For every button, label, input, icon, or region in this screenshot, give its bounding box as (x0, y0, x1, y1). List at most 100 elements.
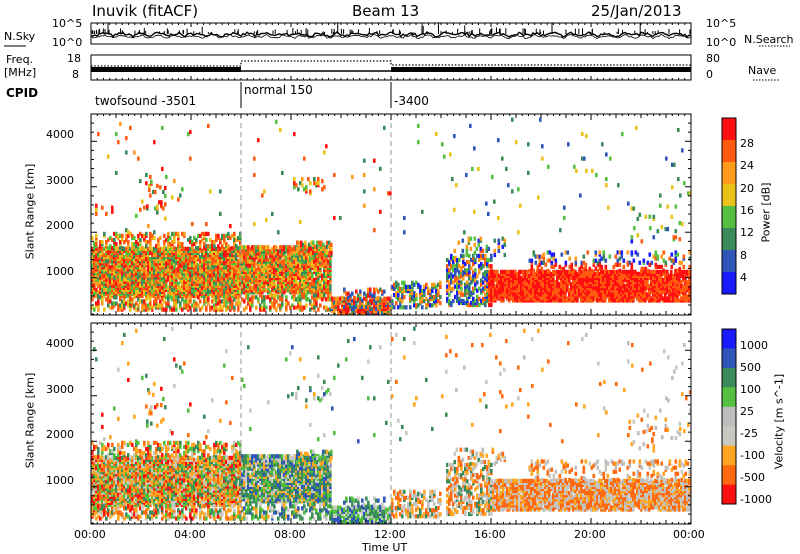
heat-cell (435, 299, 438, 304)
heat-cell (468, 282, 471, 287)
heat-cell (468, 260, 471, 265)
heat-cell (411, 290, 414, 296)
heat-cell (486, 257, 489, 263)
heat-cell (502, 296, 505, 301)
heat-cell (109, 244, 112, 249)
heat-cell (299, 269, 302, 274)
heat-cell (482, 253, 485, 258)
heat-cell (353, 306, 356, 311)
heat-cell (397, 282, 400, 287)
heat-cell (203, 263, 206, 268)
heat-cell (269, 297, 272, 302)
heat-cell (464, 300, 467, 306)
heat-cell (564, 284, 567, 289)
heat-cell (544, 280, 547, 285)
heat-cell (307, 271, 310, 276)
heat-cell (95, 265, 98, 270)
heat-cell (308, 242, 311, 247)
heat-cell (538, 288, 541, 293)
heat-cell (243, 307, 246, 312)
heat-cell (324, 252, 327, 258)
heat-cell (125, 301, 128, 306)
heat-cell (159, 252, 162, 258)
heat-cell (490, 302, 493, 308)
heat-cell (345, 302, 348, 307)
heat-cell (121, 237, 124, 243)
heat-cell (153, 271, 156, 276)
heat-cell (476, 280, 479, 285)
heat-cell (113, 275, 116, 280)
heat-cell (135, 240, 138, 245)
heat-cell (235, 257, 238, 262)
heat-cell (608, 290, 611, 295)
heat-cell (379, 308, 382, 314)
heat-cell (261, 257, 264, 262)
heat-cell (149, 242, 152, 247)
heat-cell (203, 242, 206, 247)
heat-cell (177, 281, 180, 286)
heat-cell (460, 253, 463, 258)
heat-cell (141, 303, 144, 308)
heat-cell (383, 306, 386, 311)
heat-cell (326, 250, 329, 256)
heat-cell (437, 292, 440, 298)
heat-cell (205, 305, 208, 310)
heat-cell (522, 294, 525, 299)
heat-cell (201, 231, 204, 236)
heat-cell (249, 263, 252, 268)
heat-cell (510, 269, 513, 274)
heat-cell (494, 284, 497, 289)
heat-cell (147, 303, 150, 308)
heat-cell (327, 280, 330, 285)
heat-cell (201, 237, 204, 243)
heat-cell (149, 244, 152, 249)
heat-cell (325, 255, 328, 260)
heat-cell (462, 292, 465, 297)
heat-cell (197, 233, 200, 238)
heat-cell (323, 273, 326, 278)
heat-cell (247, 259, 250, 264)
heat-cell (317, 265, 320, 270)
heat-cell (480, 262, 483, 267)
heat-cell (323, 305, 326, 310)
heat-cell (233, 237, 236, 243)
heat-cell (488, 257, 491, 263)
heat-cell (446, 296, 449, 301)
heat-cell (145, 297, 148, 302)
heat-cell (131, 242, 134, 247)
heat-cell (197, 303, 200, 308)
heat-cell (325, 261, 328, 266)
heat-cell (602, 284, 605, 289)
heat-cell (305, 303, 308, 308)
heat-cell (171, 307, 174, 312)
heat-cell (446, 257, 449, 263)
heat-cell (157, 244, 160, 249)
heat-cell (299, 259, 302, 264)
heat-cell (616, 269, 619, 274)
heat-cell (131, 297, 134, 302)
heat-cell (293, 293, 296, 298)
heat-cell (520, 269, 523, 274)
heat-cell (199, 255, 202, 260)
heat-cell (377, 310, 380, 315)
heat-cell (626, 269, 629, 274)
heat-cell (508, 269, 511, 274)
heat-cell (181, 246, 184, 251)
heat-cell (494, 296, 497, 301)
heat-cell (550, 271, 553, 276)
heat-cell (328, 244, 331, 249)
heat-cell (235, 244, 238, 249)
heat-cell (135, 301, 138, 306)
heat-cell (229, 287, 232, 292)
heat-cell (153, 299, 156, 304)
heat-cell (221, 233, 224, 238)
heat-cell (215, 233, 218, 238)
heat-cell (456, 290, 459, 295)
heat-cell (500, 269, 503, 274)
heat-cell (337, 304, 340, 309)
heat-cell (171, 297, 174, 302)
heat-cell (215, 299, 218, 304)
heat-cell (592, 269, 595, 274)
heat-cell (532, 273, 535, 278)
heat-cell (187, 246, 190, 251)
